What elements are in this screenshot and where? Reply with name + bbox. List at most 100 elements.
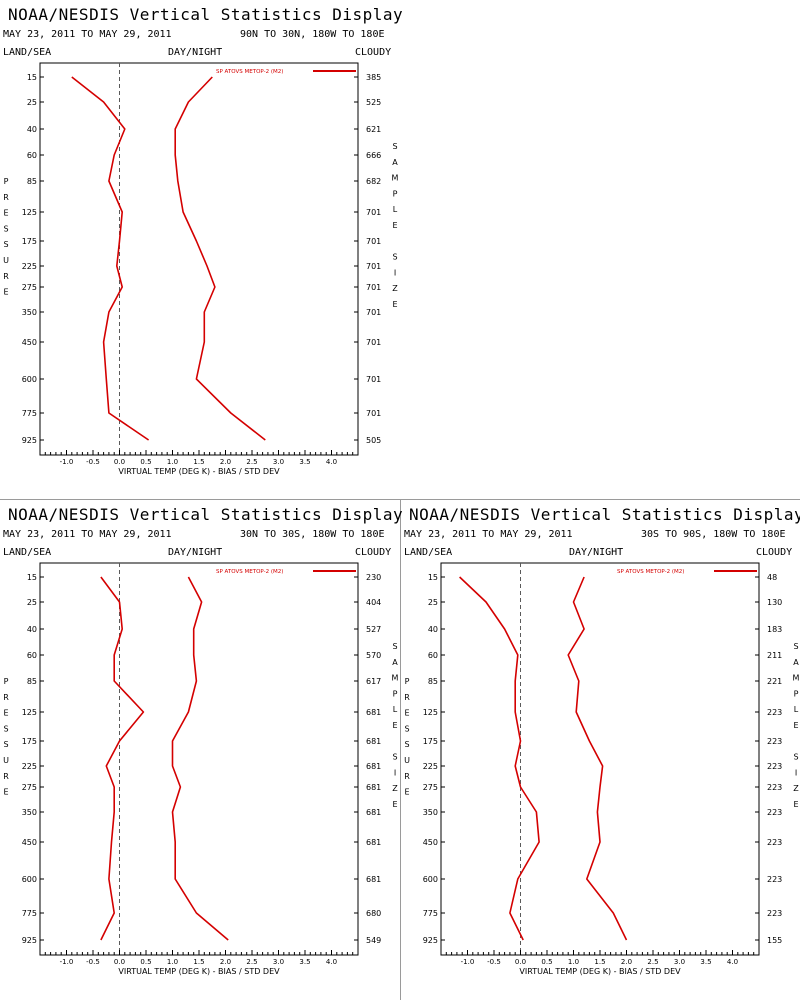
date-range: MAY 23, 2011 TO MAY 29, 2011 [404, 529, 573, 540]
pressure-level-label: 450 [22, 838, 37, 847]
sample-size-axis-letter: Z [392, 284, 398, 293]
stats-panel-north: NOAA/NESDIS Vertical Statistics Display … [0, 0, 404, 500]
x-tick-label: 0.0 [114, 958, 125, 966]
legend-label: SP ATOVS METOP-2 (M2) [617, 569, 684, 575]
x-axis-label: VIRTUAL TEMP (DEG K) - BIAS / STD DEV [118, 967, 280, 976]
sample-size-axis-letter: L [794, 705, 799, 714]
sample-size-label: 666 [366, 151, 381, 160]
x-tick-label: -1.0 [461, 958, 475, 966]
sample-size-axis-letter: I [394, 768, 396, 777]
sample-size-axis-letter: A [392, 158, 398, 167]
x-tick-label: 4.0 [727, 958, 738, 966]
sample-size-axis-letter: M [392, 674, 399, 683]
horizontal-divider [0, 499, 800, 500]
pressure-level-label: 225 [22, 762, 37, 771]
pressure-level-label: 25 [428, 598, 438, 607]
pressure-axis-letter: U [3, 256, 9, 265]
pressure-axis-letter: P [405, 677, 410, 686]
sample-size-label: 701 [366, 262, 381, 271]
sample-size-label: 230 [366, 573, 381, 582]
pressure-axis-letter: E [3, 788, 8, 797]
x-tick-label: 4.0 [326, 458, 337, 466]
sample-size-label: 681 [366, 783, 381, 792]
bias-profile-line [459, 576, 540, 941]
pressure-level-label: 450 [423, 838, 438, 847]
sample-size-label: 701 [366, 338, 381, 347]
x-tick-label: -0.5 [86, 958, 100, 966]
sample-size-label: 223 [767, 909, 782, 918]
x-tick-label: 0.0 [114, 458, 125, 466]
std-dev-profile-line [171, 576, 229, 941]
pressure-axis-letter: R [3, 693, 9, 702]
x-tick-label: 1.5 [594, 958, 605, 966]
sample-size-label: 549 [366, 936, 381, 945]
panel-title: NOAA/NESDIS Vertical Statistics Display [8, 5, 404, 24]
sample-size-label: 681 [366, 838, 381, 847]
std-dev-profile-line [567, 576, 628, 941]
profile-chart: -1.0 -0.5 0.0 0.5 1.0 1.5 2.0 2.5 3.0 3.5 4.0 VIRTU… [3, 562, 399, 976]
sample-size-label: 221 [767, 677, 782, 686]
sample-size-label: 681 [366, 875, 381, 884]
pressure-level-label: 15 [27, 573, 37, 582]
land-sea-label: LAND/SEA [3, 47, 52, 58]
x-tick-label: 2.5 [647, 958, 658, 966]
pressure-level-label: 25 [27, 98, 37, 107]
sample-size-axis-letter: Z [392, 784, 398, 793]
day-night-label: DAY/NIGHT [569, 547, 624, 558]
x-tick-label: 0.5 [541, 958, 552, 966]
x-tick-label: 1.5 [193, 958, 204, 966]
sample-size-axis-letter: E [392, 800, 397, 809]
pressure-level-label: 775 [423, 909, 438, 918]
day-night-label: DAY/NIGHT [168, 547, 223, 558]
x-tick-label: 2.0 [220, 958, 231, 966]
pressure-axis-letter: P [4, 677, 9, 686]
pressure-axis-letter: R [3, 772, 9, 781]
pressure-level-label: 175 [22, 737, 37, 746]
sample-size-label: 385 [366, 73, 381, 82]
pressure-level-label: 85 [428, 677, 438, 686]
bias-profile-line [71, 76, 150, 441]
sample-size-axis-letter: P [393, 689, 398, 698]
date-range: MAY 23, 2011 TO MAY 29, 2011 [3, 29, 172, 40]
pressure-level-label: 175 [22, 237, 37, 246]
pressure-level-label: 925 [22, 436, 37, 445]
pressure-axis-letter: S [3, 224, 8, 233]
sample-size-label: 223 [767, 762, 782, 771]
x-tick-label: 1.5 [193, 458, 204, 466]
pressure-level-label: 350 [22, 808, 37, 817]
sample-size-axis-letter: M [793, 674, 800, 683]
pressure-level-label: 40 [428, 625, 438, 634]
pressure-axis-letter: S [3, 740, 8, 749]
x-tick-label: 0.0 [515, 958, 526, 966]
x-tick-label: -0.5 [487, 958, 501, 966]
profile-chart: -1.0 -0.5 0.0 0.5 1.0 1.5 2.0 2.5 3.0 3.5 4.0 VIRTU… [3, 62, 399, 476]
pressure-level-label: 85 [27, 677, 37, 686]
stats-panel-tropics: NOAA/NESDIS Vertical Statistics Display … [0, 500, 403, 1000]
pressure-axis-letter: S [3, 724, 8, 733]
sample-size-label: 505 [366, 436, 381, 445]
sample-size-label: 525 [366, 98, 381, 107]
x-tick-label: 3.5 [299, 458, 310, 466]
sample-size-label: 701 [366, 375, 381, 384]
panel-title: NOAA/NESDIS Vertical Statistics Display [409, 505, 800, 524]
region-label: 30N TO 30S, 180W TO 180E [240, 529, 385, 540]
plot-frame [39, 62, 359, 456]
x-tick-label: 3.5 [700, 958, 711, 966]
sample-size-label: 223 [767, 783, 782, 792]
x-tick-label: 3.0 [273, 958, 284, 966]
sample-size-label: 681 [366, 708, 381, 717]
sample-size-axis-letter: I [394, 268, 396, 277]
plot-frame [39, 562, 359, 956]
sample-size-label: 701 [366, 208, 381, 217]
region-label: 30S TO 90S, 180W TO 180E [641, 529, 786, 540]
pressure-level-label: 15 [428, 573, 438, 582]
x-tick-label: 3.0 [273, 458, 284, 466]
pressure-level-label: 775 [22, 409, 37, 418]
sample-size-label: 211 [767, 651, 782, 660]
sample-size-axis-letter: A [793, 658, 799, 667]
vertical-divider [400, 500, 401, 1000]
x-tick-label: 2.5 [246, 958, 257, 966]
sample-size-axis-letter: S [793, 642, 798, 651]
pressure-level-label: 600 [22, 875, 37, 884]
sample-size-axis-letter: E [793, 721, 798, 730]
